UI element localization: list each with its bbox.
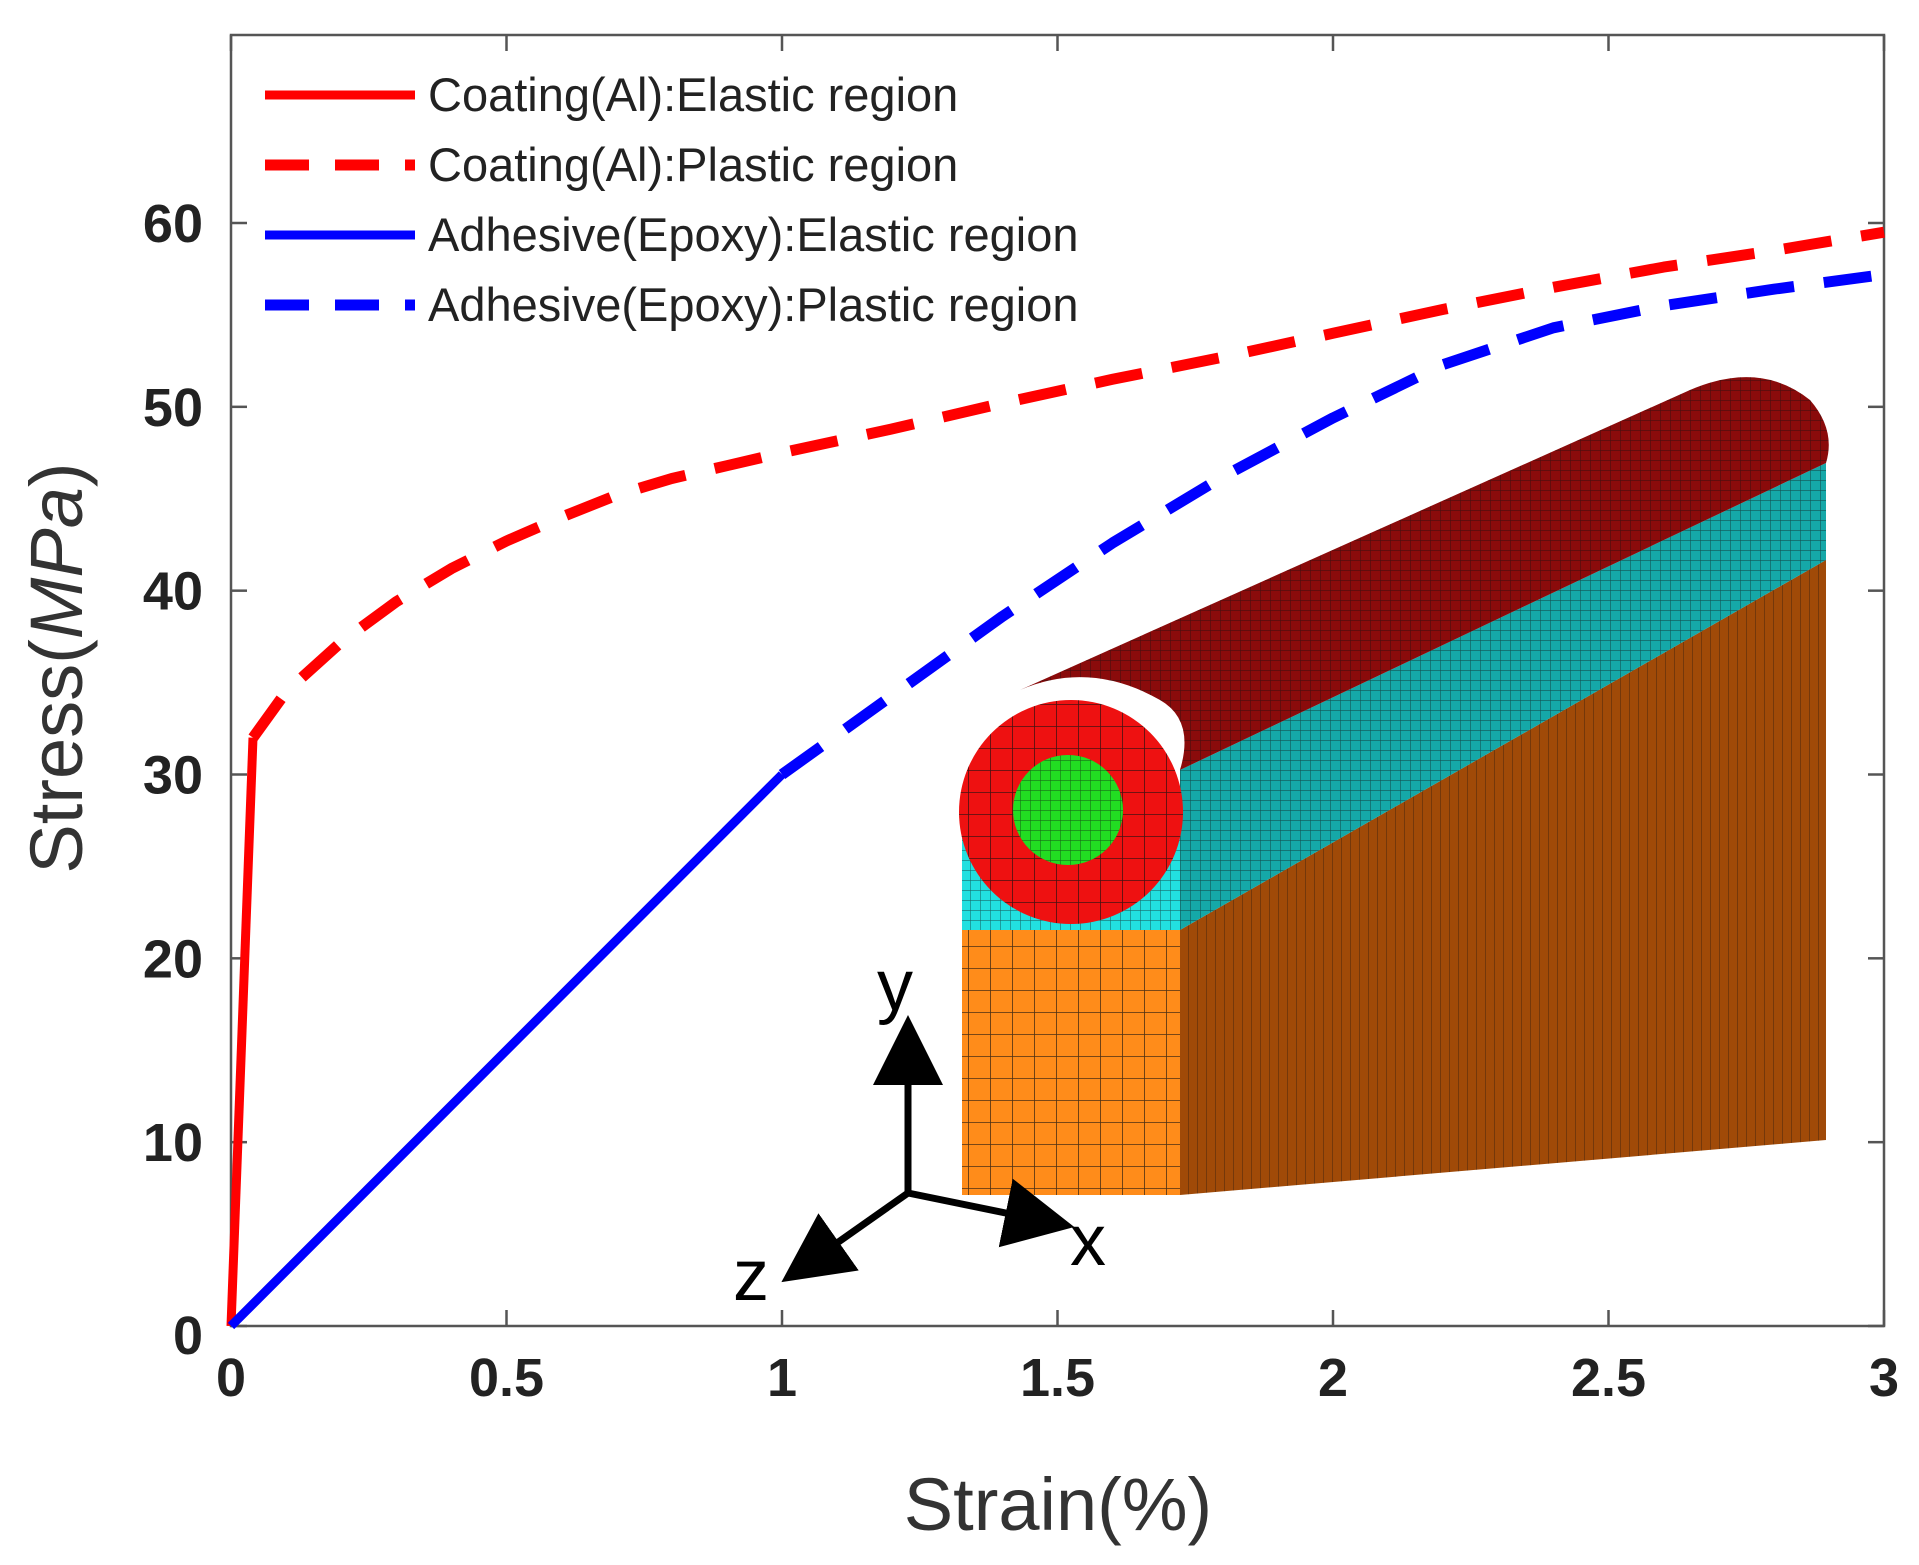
y-axis: 0 10 20 30 40 50 60	[143, 194, 1884, 1366]
x-tick-label: 1	[767, 1348, 797, 1408]
y-tick-label: 40	[143, 562, 203, 622]
series-group	[226, 226, 1885, 1330]
x-tick-label: 0.5	[469, 1348, 544, 1408]
z-axis-arrow	[781, 1190, 911, 1283]
x-axis: 0 0.5 1 1.5 2 2.5 3	[216, 35, 1899, 1408]
x-tick-label: 3	[1869, 1348, 1899, 1408]
coordinate-axes: y x z	[733, 946, 1106, 1316]
fe-model-inset: y x z	[733, 377, 1829, 1316]
y-tick-label: 0	[173, 1306, 203, 1366]
legend-label-2: Coating(Al):Plastic region	[428, 138, 958, 191]
adhesive-side-mesh	[1180, 463, 1826, 930]
y-tick-label: 30	[143, 746, 203, 806]
legend-label-1: Coating(Al):Elastic region	[428, 68, 958, 121]
series-line-1	[226, 737, 258, 1327]
y-tick-label: 60	[143, 194, 203, 254]
y-axis-title-unit: MPa	[15, 487, 98, 639]
substrate-front-mesh	[962, 930, 1180, 1195]
x-tick-label: 0	[216, 1348, 246, 1408]
legend: Coating(Al):Elastic region Coating(Al):Pl…	[265, 68, 1078, 331]
y-axis-title-suffix: )	[15, 462, 98, 487]
legend-label-4: Adhesive(Epoxy):Plastic region	[428, 278, 1078, 331]
series-line-3	[227, 771, 786, 1330]
substrate-side-mesh	[1180, 560, 1826, 1195]
coating-top-mesh	[1020, 377, 1829, 770]
y-axis-title-prefix: Stress(	[15, 639, 98, 874]
x-axis-title: Strain(%)	[904, 1463, 1212, 1546]
series-line-4	[778, 269, 1885, 779]
y-tick-label: 20	[143, 929, 203, 989]
z-axis-letter: z	[733, 1236, 769, 1316]
y-tick-label: 50	[143, 378, 203, 438]
series-line-2	[248, 226, 1885, 741]
y-axis-title: Stress(MPa)	[15, 462, 98, 873]
x-tick-label: 2.5	[1571, 1348, 1646, 1408]
y-tick-label: 10	[143, 1113, 203, 1173]
legend-label-3: Adhesive(Epoxy):Elastic region	[428, 208, 1078, 261]
fiber-cross-section-mesh	[1013, 755, 1123, 865]
x-axis-letter: x	[1070, 1201, 1106, 1281]
x-tick-label: 2	[1318, 1348, 1348, 1408]
y-axis-letter: y	[877, 946, 913, 1026]
x-axis-arrow	[907, 1178, 1075, 1248]
x-tick-label: 1.5	[1020, 1348, 1095, 1408]
